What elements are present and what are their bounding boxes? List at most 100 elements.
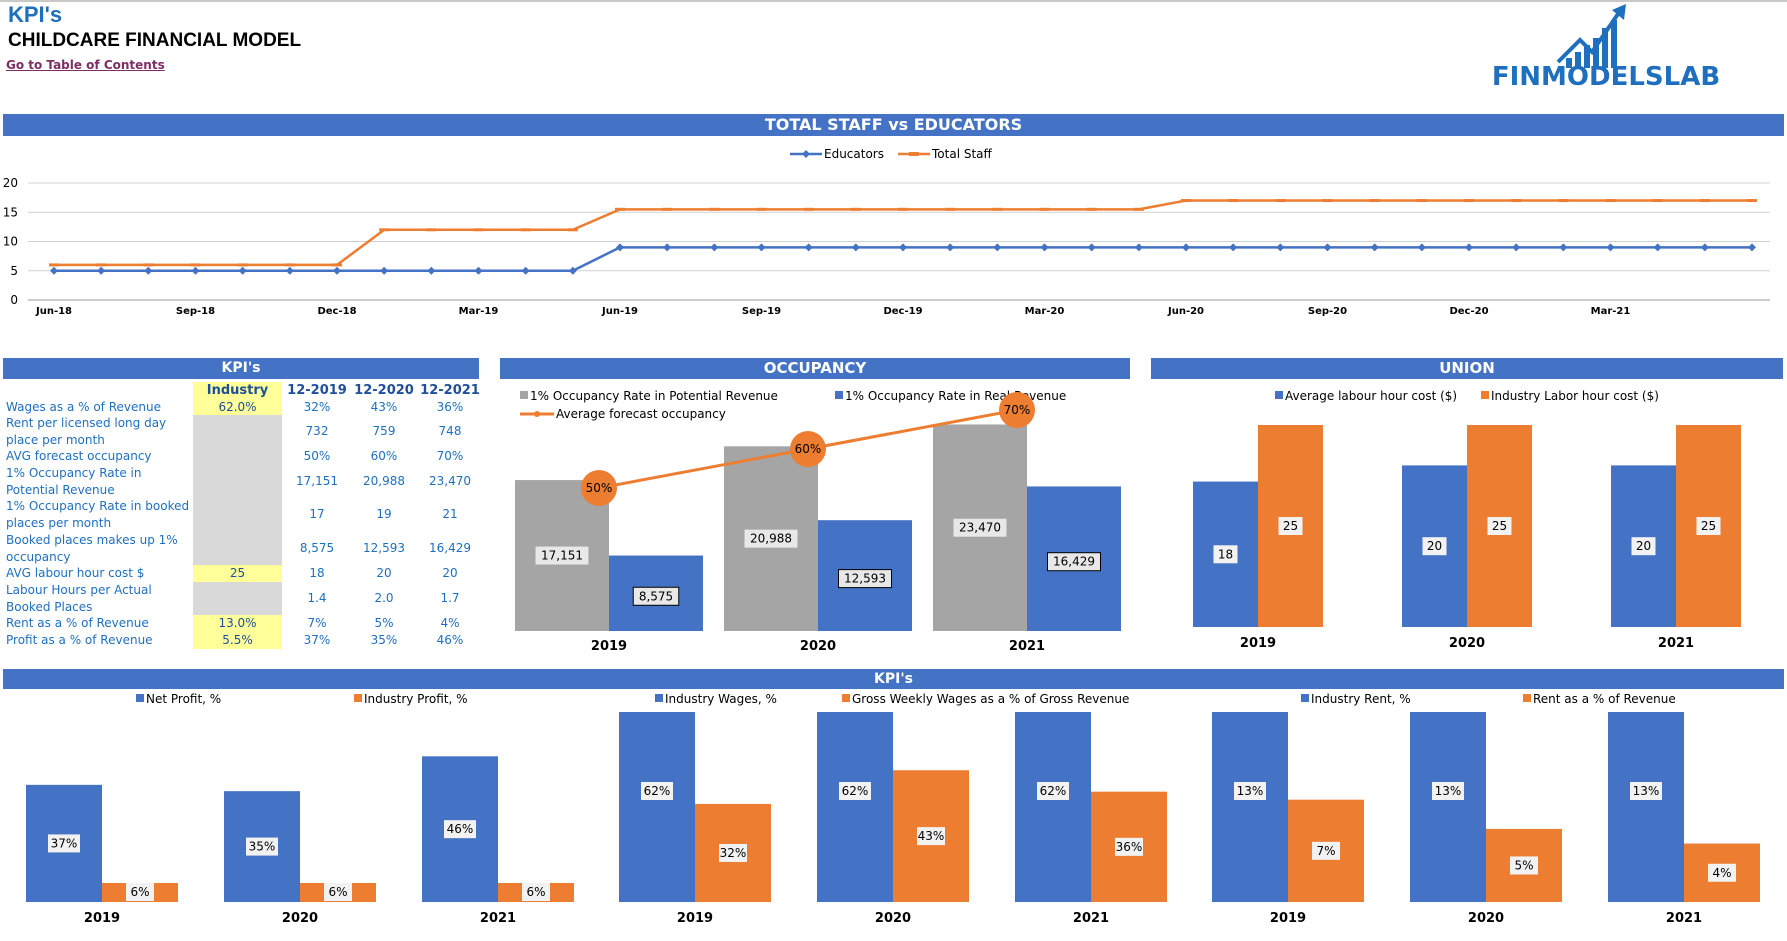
data-point [1700, 243, 1709, 252]
kpi-row: Wages as a % of Revenue 62.0% 32% 43% 36% [3, 399, 483, 415]
data-label-box [838, 569, 892, 589]
kpi-header-12-2019: 12-2019 [287, 383, 347, 398]
kpi-value-cell: 43% [370, 400, 398, 414]
data-label: 4% [1712, 866, 1731, 880]
data-point [1276, 243, 1285, 252]
kpi-header-industry: Industry [193, 382, 282, 399]
occupancy-chart-title: OCCUPANCY [500, 358, 1130, 379]
data-point [663, 243, 672, 252]
kpi-value-cell: 2.0 [374, 591, 394, 605]
kpi-header-12-2020: 12-2020 [354, 383, 414, 398]
x-category-label: 2019 [591, 639, 627, 654]
kpi-value-cell: 7% [307, 616, 327, 630]
x-category-label: 2020 [875, 911, 911, 926]
kpi-value-cell: 21 [442, 507, 458, 521]
legend-label: Industry Rent, % [1311, 692, 1411, 706]
kpi-row: Rent per licensed long day place per mon… [3, 415, 483, 448]
x-category-label: 2019 [1270, 911, 1306, 926]
data-label: 6% [130, 885, 149, 899]
y-tick-label: 0 [10, 293, 18, 307]
data-label-box [1630, 782, 1662, 800]
kpi-row-label: Rent per licensed long day place per mon… [6, 416, 167, 447]
data-label-box [719, 843, 747, 862]
kpi-row: AVG forecast occupancy 50% 60% 70% [3, 448, 483, 465]
data-point [899, 243, 907, 252]
data-label: 25 [1283, 519, 1298, 533]
kpi-header-12-2021: 12-2021 [420, 383, 480, 398]
data-label: 25 [1701, 519, 1716, 533]
finmodelslab-logo: FINMODELSLAB [1492, 4, 1720, 92]
y-tick-label: 10 [3, 235, 18, 249]
kpi-value-cell: 16,429 [429, 541, 471, 555]
data-label-box [1487, 517, 1512, 535]
kpi-value-cell: 50% [303, 449, 331, 463]
data-point [97, 266, 106, 275]
legend-label: Educators [824, 147, 884, 161]
bar-series-1 [1410, 712, 1486, 902]
x-tick-label: Dec-20 [1449, 306, 1488, 316]
kpi-value-cell: 70% [436, 449, 464, 463]
kpi-value-cell: 35% [370, 633, 398, 647]
data-label: 60% [795, 442, 822, 456]
data-point [1512, 243, 1521, 252]
data-label-box [1432, 782, 1464, 800]
data-point [710, 243, 719, 252]
kpi-row-label: 1% Occupancy Rate in Potential Revenue [6, 466, 142, 497]
occupancy-point [790, 431, 826, 467]
x-category-label: 2021 [1009, 639, 1045, 654]
data-label-box [1278, 517, 1303, 535]
wages-chart: Industry Wages, % Gross Weekly Wages as a… [619, 692, 1167, 926]
y-tick-label: 15 [3, 205, 18, 219]
x-category-label: 2021 [1666, 911, 1702, 926]
kpi-value-cell: 20 [376, 566, 392, 580]
table-of-contents-link[interactable]: Go to Table of Contents [6, 58, 165, 72]
data-point [1134, 243, 1143, 252]
kpi-value-cell: 46% [436, 633, 464, 647]
data-label: 43% [918, 829, 945, 843]
data-label: 16,429 [1053, 555, 1095, 569]
data-label-box [1115, 837, 1143, 856]
kpi-value-cell: 36% [436, 400, 464, 414]
data-label: 62% [1040, 784, 1067, 798]
data-point [380, 266, 389, 275]
y-tick-label: 20 [3, 176, 18, 190]
legend-marker [802, 150, 810, 158]
kpi-row: Rent as a % of Revenue 13.0% 7% 5% 4% [3, 615, 483, 632]
legend-swatch [842, 694, 850, 702]
data-point [1182, 243, 1190, 252]
x-tick-label: Sep-19 [742, 306, 781, 316]
kpi-row-label: AVG forecast occupancy [6, 449, 152, 463]
data-label-box [839, 782, 871, 800]
data-label-box [1422, 537, 1447, 556]
data-label: 20 [1636, 539, 1651, 553]
kpi-industry-cell: 62.0% [193, 399, 282, 415]
kpi-value-cell: 1.4 [307, 591, 327, 605]
x-category-label: 2020 [800, 639, 836, 654]
kpi-value-cell: 20,988 [363, 474, 405, 488]
data-label: 32% [720, 846, 747, 860]
data-point [851, 243, 860, 252]
legend-swatch [1275, 391, 1283, 399]
data-label: 13% [1237, 784, 1264, 798]
legend-label: Rent as a % of Revenue [1533, 692, 1676, 706]
data-label: 36% [1116, 840, 1143, 854]
data-label-box [1510, 856, 1538, 875]
x-category-label: 2020 [1468, 911, 1504, 926]
kpi-value-cell: 12,593 [363, 541, 405, 555]
kpi-value-cell: 60% [370, 449, 398, 463]
legend-swatch [1481, 391, 1489, 399]
data-point [1465, 243, 1473, 252]
data-label: 62% [644, 784, 671, 798]
kpi-value-cell: 37% [303, 633, 331, 647]
kpi-value-cell: 20 [442, 566, 458, 580]
union-chart-title: UNION [1151, 358, 1783, 379]
x-tick-label: Jun-18 [35, 306, 72, 316]
legend-swatch [520, 391, 528, 399]
data-label: 12,593 [844, 572, 886, 586]
kpi-industry-cell [193, 532, 282, 565]
data-label: 18 [1218, 547, 1233, 561]
data-point [333, 266, 341, 275]
data-label-box [641, 782, 673, 800]
legend-swatch [1523, 694, 1531, 702]
x-category-label: 2020 [282, 911, 318, 926]
